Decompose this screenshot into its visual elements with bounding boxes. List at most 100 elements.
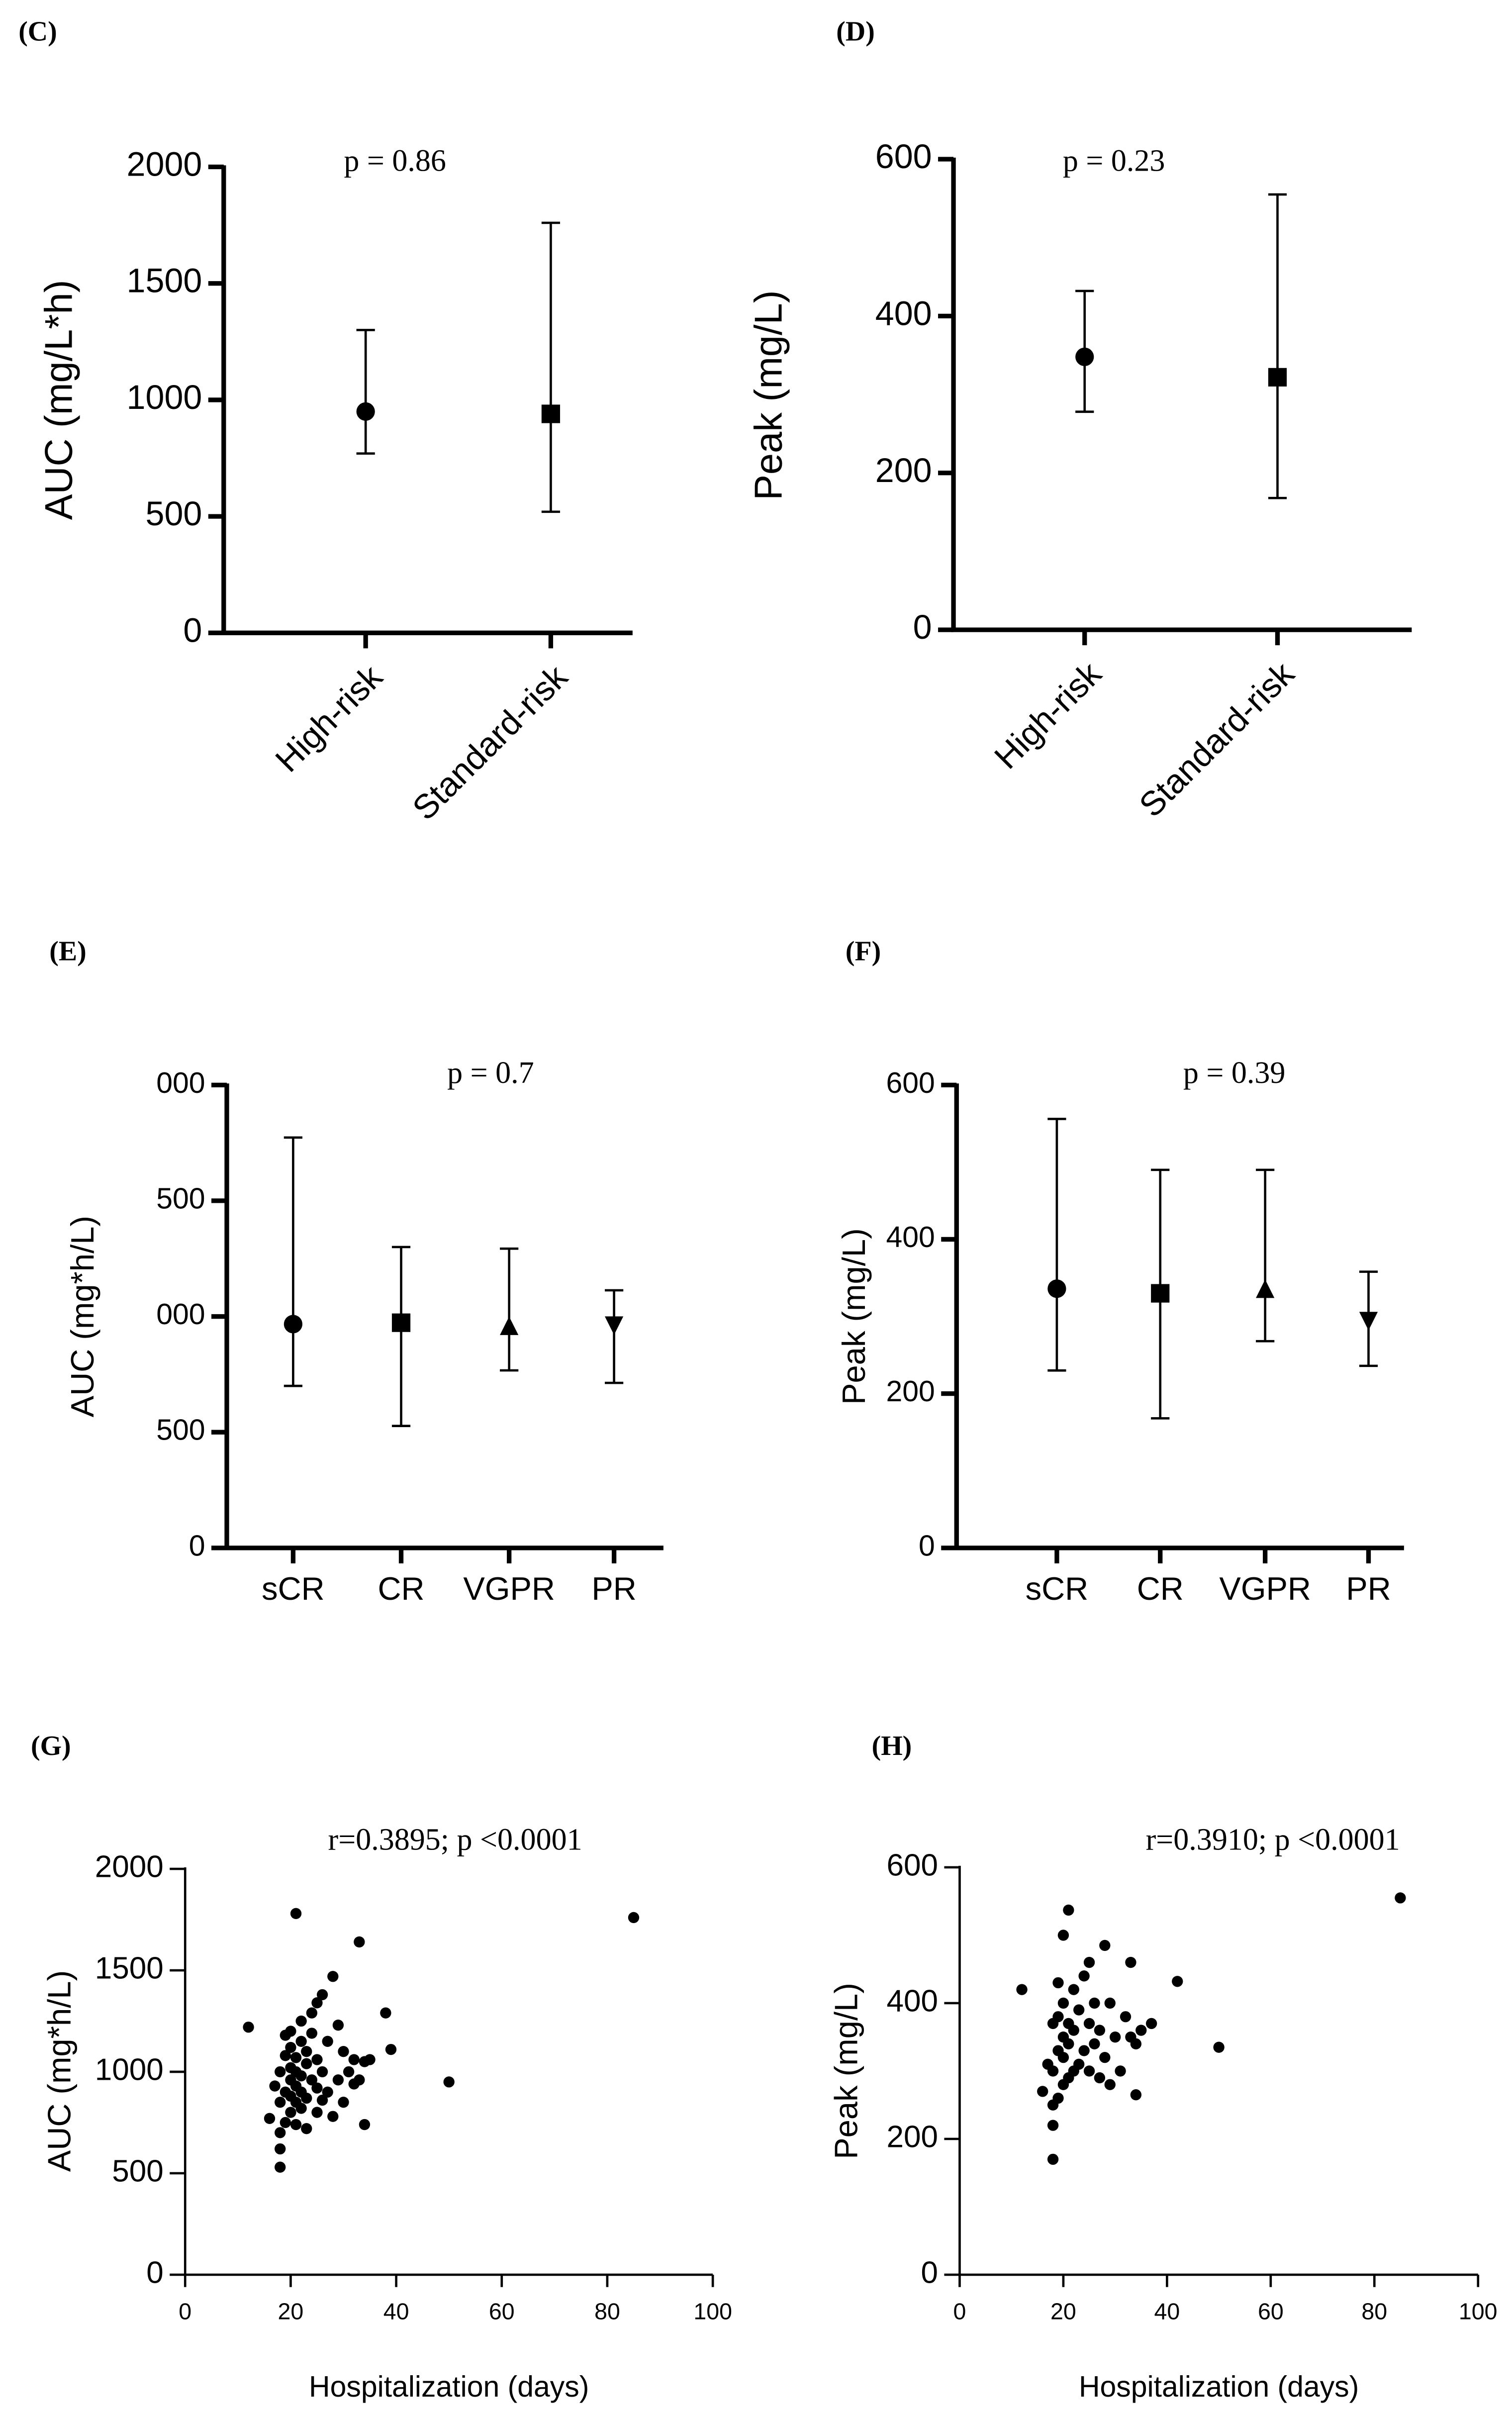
y-tick-label: 0 — [189, 1530, 205, 1562]
point — [285, 2107, 296, 2118]
y-tick-label: 600 — [886, 1067, 935, 1099]
y-tick-label: 400 — [875, 294, 932, 332]
x-tick-label: 80 — [594, 2299, 620, 2324]
point — [280, 2050, 291, 2061]
y-tick-label: 400 — [887, 1984, 939, 2018]
y-axis-label: Peak (mg/L) — [748, 290, 790, 500]
point — [1047, 2120, 1059, 2131]
point — [301, 2123, 312, 2134]
annotation: p = 0.7 — [447, 1056, 534, 1090]
point — [332, 2020, 344, 2031]
panel-label: (H) — [872, 1731, 912, 1761]
x-tick-label: High-risk — [987, 655, 1109, 776]
marker — [500, 1316, 519, 1335]
point — [1104, 2079, 1116, 2090]
point — [1094, 2025, 1106, 2036]
marker — [1151, 1284, 1170, 1303]
point — [316, 2094, 328, 2106]
point — [1083, 1956, 1095, 1968]
point — [343, 2066, 355, 2078]
point — [1063, 1904, 1074, 1916]
point — [1145, 2018, 1157, 2030]
y-tick-label: 0 — [919, 1530, 935, 1562]
marker — [1359, 1312, 1378, 1331]
point — [1057, 1997, 1069, 2009]
point — [359, 2119, 371, 2130]
point — [1037, 2086, 1048, 2097]
x-tick-label: VGPR — [1219, 1570, 1311, 1607]
panel-label: (D) — [836, 16, 875, 47]
point — [1078, 2045, 1090, 2056]
y-tick-label: 0 — [913, 608, 932, 646]
point — [275, 2127, 286, 2138]
x-tick-label: VGPR — [463, 1570, 555, 1607]
point — [385, 2043, 397, 2055]
marker — [1256, 1279, 1275, 1298]
x-axis-label: Hospitalization (days) — [1079, 2371, 1359, 2403]
point — [280, 2117, 291, 2129]
point — [285, 2041, 296, 2053]
y-axis-label: Peak (mg/L) — [836, 1228, 872, 1405]
marker — [605, 1316, 624, 1335]
point — [338, 2046, 349, 2057]
y-tick-label: 2000 — [95, 1849, 164, 1884]
point — [275, 2097, 286, 2108]
point — [1213, 2041, 1225, 2053]
marker — [1047, 1279, 1066, 1298]
y-tick-label: 1500 — [127, 262, 202, 300]
point — [1135, 2025, 1147, 2036]
marker — [356, 402, 375, 421]
point — [1073, 2058, 1085, 2070]
point — [264, 2113, 276, 2124]
y-tick-label: 1500 — [95, 1951, 164, 1985]
y-tick-label: 2000 — [127, 146, 202, 184]
point — [290, 2119, 302, 2130]
marker — [541, 404, 561, 423]
point — [290, 2052, 302, 2063]
y-tick-label: 500 — [112, 2154, 164, 2188]
y-tick-label: 500 — [156, 1182, 205, 1215]
y-tick-label: 200 — [887, 2120, 939, 2154]
y-axis-label: AUC (mg*h/L) — [64, 1216, 100, 1417]
panel-label: (C) — [18, 16, 57, 47]
point — [1130, 2089, 1142, 2101]
y-tick-label: 500 — [146, 495, 202, 533]
marker — [391, 1313, 411, 1332]
point — [380, 2007, 391, 2019]
point — [348, 2054, 360, 2065]
point — [1083, 2018, 1095, 2030]
point — [1057, 2051, 1069, 2063]
point — [1052, 2011, 1064, 2023]
x-tick-label: CR — [1137, 1570, 1184, 1607]
x-tick-label: Standard-risk — [1132, 655, 1302, 824]
point — [301, 2046, 312, 2057]
point — [1099, 2051, 1111, 2063]
annotation: r=0.3895; p <0.0001 — [328, 1823, 582, 1857]
point — [1099, 1939, 1111, 1951]
point — [275, 2143, 286, 2155]
annotation: p = 0.39 — [1183, 1056, 1286, 1090]
marker — [1268, 368, 1287, 387]
point — [295, 2015, 307, 2027]
point — [338, 2097, 349, 2108]
annotation: p = 0.86 — [344, 144, 446, 178]
point — [1104, 1997, 1116, 2009]
point — [311, 1997, 323, 2009]
x-tick-label: 0 — [179, 2299, 191, 2324]
y-tick-label: 600 — [875, 138, 932, 176]
y-tick-label: 0 — [921, 2255, 939, 2290]
x-tick-label: 40 — [1154, 2299, 1180, 2324]
point — [1016, 1984, 1028, 1995]
panel-label: (F) — [846, 936, 881, 967]
point — [1078, 1970, 1090, 1982]
point — [1395, 1892, 1406, 1904]
point — [1047, 2153, 1059, 2165]
point — [1089, 1997, 1100, 2009]
point — [1073, 2004, 1085, 2016]
point — [306, 2028, 318, 2039]
y-tick-label: 1000 — [127, 379, 202, 416]
point — [1052, 2092, 1064, 2104]
y-tick-label: 1000 — [95, 2052, 164, 2087]
y-tick-label: 000 — [156, 1298, 205, 1331]
point — [322, 2035, 333, 2047]
